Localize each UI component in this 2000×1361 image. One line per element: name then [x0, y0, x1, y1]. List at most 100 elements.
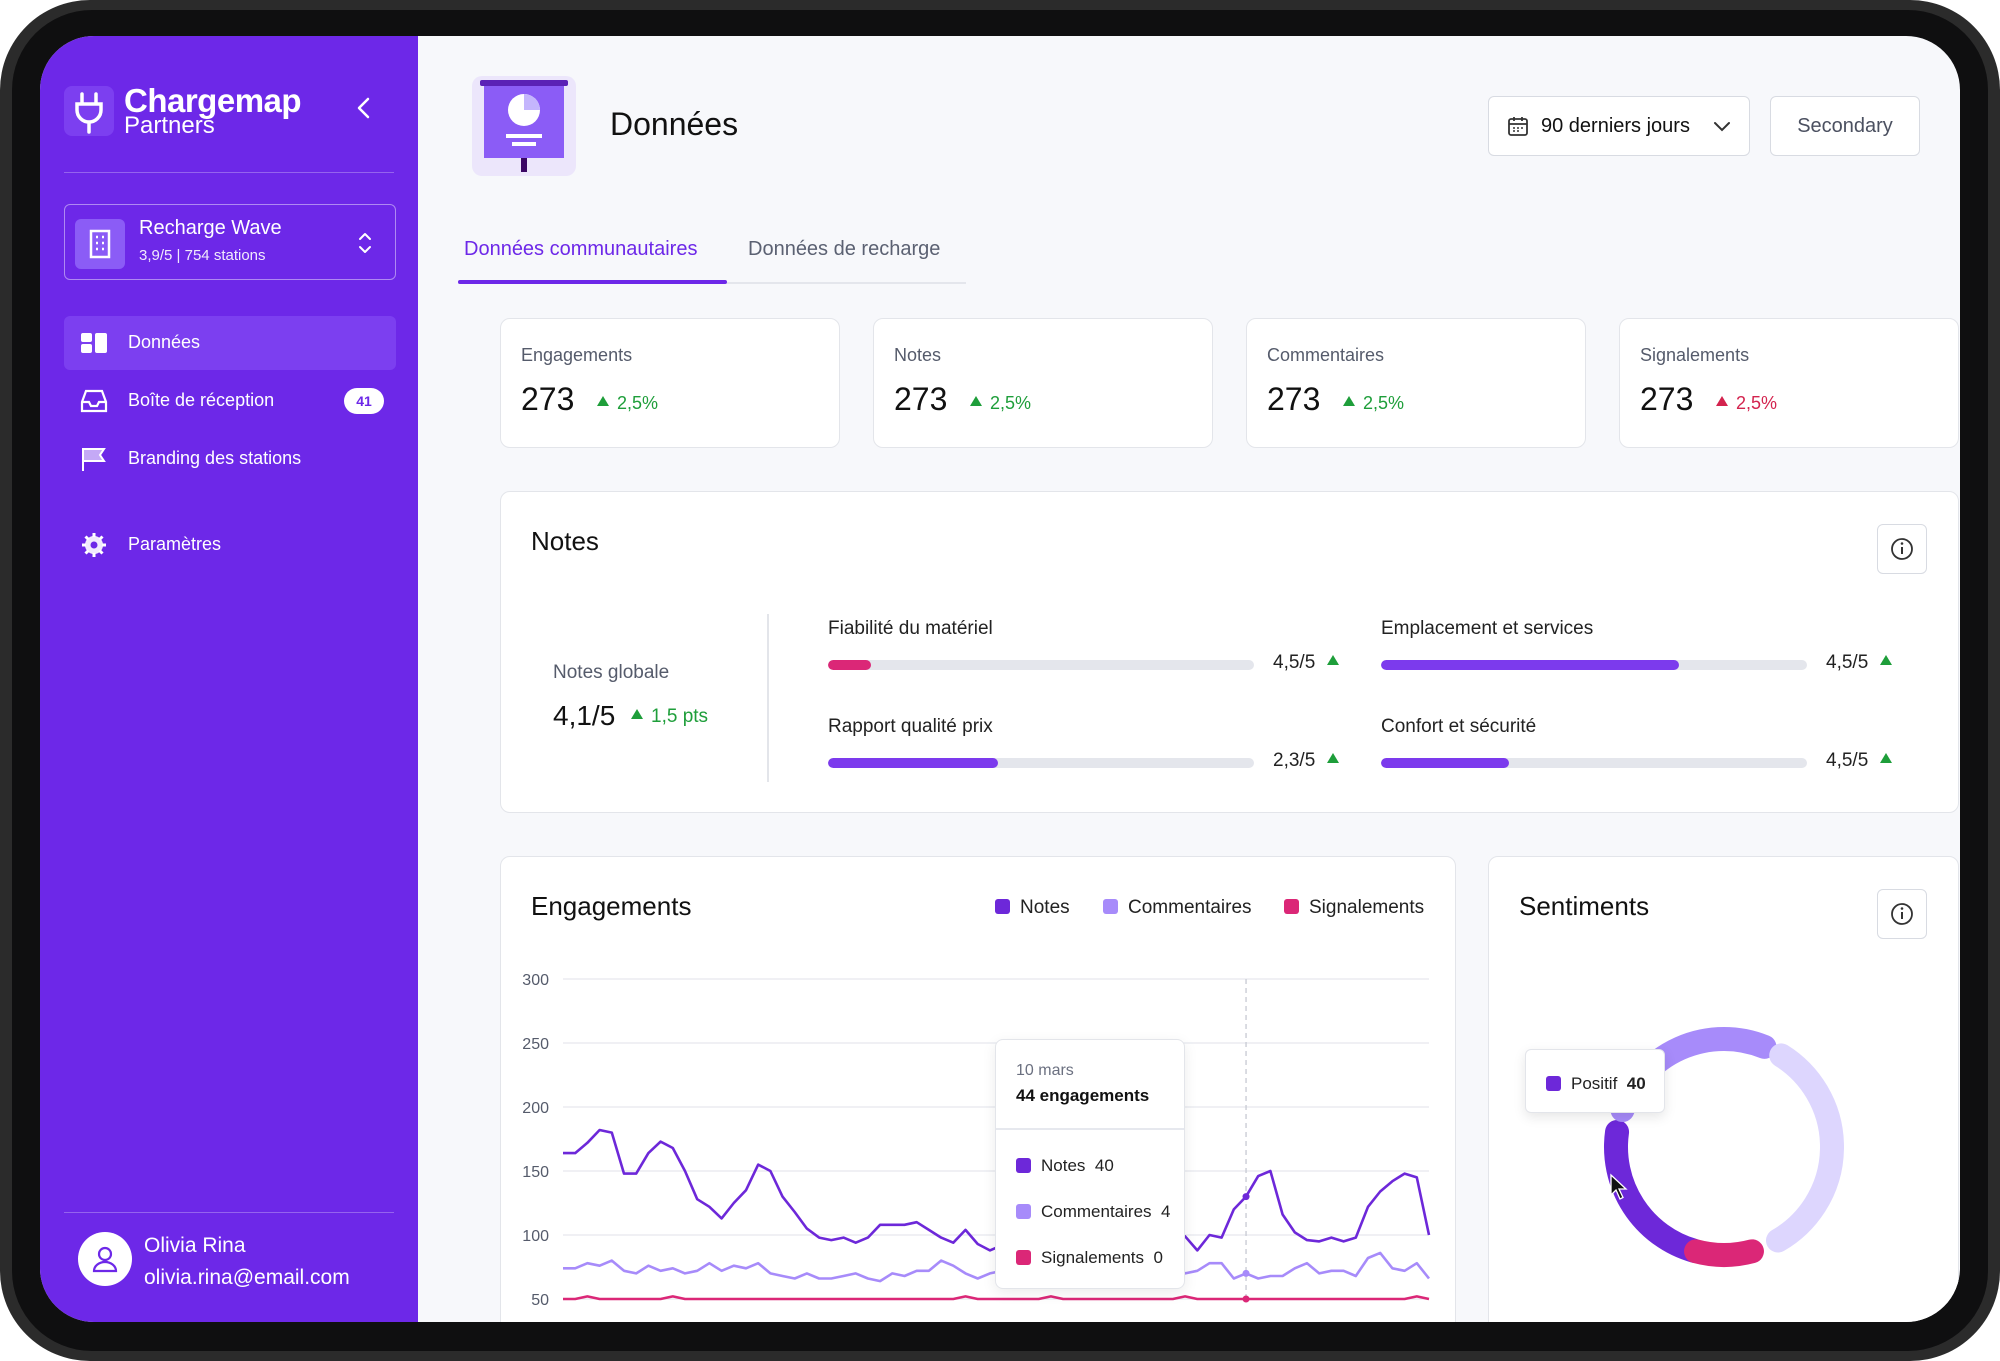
stat-label: Engagements	[521, 345, 633, 365]
notes-global-value: 4,1/5	[553, 700, 616, 731]
building-icon	[75, 219, 125, 269]
tooltip-row-value: 0	[1153, 1248, 1163, 1267]
legend-swatch	[1103, 899, 1118, 914]
legend-item-notes: Notes	[995, 897, 1070, 919]
stat-card-commentaires: Commentaires 273 2,5%	[1246, 318, 1586, 448]
stat-delta: 2,5%	[1343, 393, 1404, 414]
trend-up-icon	[1326, 753, 1339, 763]
notes-global-delta-value: 1,5 pts	[651, 706, 709, 727]
tooltip-row: Positif 40	[1546, 1074, 1646, 1094]
info-icon[interactable]	[1877, 524, 1927, 574]
sidebar-item-branding[interactable]: Branding des stations	[64, 432, 396, 486]
metric-bar-track	[1381, 758, 1807, 768]
brand-subtitle: Partners	[124, 112, 215, 139]
tooltip-row-notes: Notes 40	[1016, 1156, 1114, 1176]
metric-value-text: 4,5/5	[1273, 652, 1316, 673]
series-line-signalements	[563, 1295, 1430, 1301]
tooltip-row-value: 40	[1094, 1156, 1114, 1175]
donut-segment[interactable]	[1766, 1043, 1844, 1253]
y-tick-label: 150	[522, 1164, 549, 1181]
sentiments-card: Sentiments Positif 40	[1488, 856, 1959, 1322]
user-icon[interactable]	[78, 1232, 132, 1286]
legend-label: Commentaires	[1128, 897, 1252, 918]
stat-value: 273	[1267, 381, 1321, 417]
legend-swatch	[995, 899, 1010, 914]
metric-value-text: 2,3/5	[1273, 750, 1316, 771]
stat-delta-value: 2,5%	[1736, 393, 1778, 413]
metric-bar-track	[828, 660, 1254, 670]
stat-card-engagements: Engagements 273 2,5%	[500, 318, 840, 448]
tooltip-swatch	[1016, 1250, 1031, 1265]
calendar-icon	[1507, 115, 1529, 137]
stat-label: Commentaires	[1267, 345, 1385, 365]
engagements-card: Engagements Notes Commentaires Signaleme…	[500, 856, 1456, 1322]
date-range-select[interactable]: 90 derniers jours	[1488, 96, 1750, 156]
organization-stations: 754 stations	[184, 247, 266, 264]
stat-delta: 2,5%	[597, 393, 658, 414]
metric-bar-fill	[1381, 660, 1680, 670]
trend-up-icon	[1716, 396, 1728, 406]
notes-divider	[767, 614, 769, 782]
tooltip-row-label: Commentaires	[1041, 1202, 1152, 1221]
flag-icon	[80, 446, 108, 472]
chart-tooltip: 10 mars 44 engagements Notes 40 Commenta…	[995, 1039, 1185, 1289]
tab-donnees-de-recharge[interactable]: Données de recharge	[748, 238, 941, 260]
stat-value: 273	[521, 381, 575, 417]
stat-delta: 2,5%	[970, 393, 1031, 414]
secondary-button[interactable]: Secondary	[1770, 96, 1920, 156]
legend-item-signalements: Signalements	[1284, 897, 1424, 919]
donut-segment[interactable]	[1684, 1239, 1764, 1267]
inbox-icon	[80, 388, 108, 414]
info-icon[interactable]	[1877, 889, 1927, 939]
active-tab-indicator	[458, 280, 727, 284]
organization-switcher[interactable]: Recharge Wave 3,9/5 | 754 stations	[64, 204, 396, 280]
metric-bar-fill	[828, 660, 871, 670]
sidebar-item-parametres[interactable]: Paramètres	[64, 518, 396, 572]
tooltip-swatch	[1546, 1076, 1561, 1091]
brand-title: Chargemap	[124, 82, 302, 119]
chevron-down-icon	[1711, 117, 1733, 137]
metric-bar-track	[1381, 660, 1807, 670]
stat-delta: 2,5%	[1716, 393, 1777, 414]
stat-label: Signalements	[1640, 345, 1750, 365]
sidebar-divider	[64, 172, 394, 173]
organization-rating: 3,9/5	[139, 247, 173, 264]
sidebar-item-inbox[interactable]: Boîte de réception 41	[64, 374, 396, 428]
trend-up-icon	[1879, 655, 1892, 665]
hover-point	[1242, 1295, 1250, 1303]
metric-bar-fill	[1381, 758, 1509, 768]
card-title: Sentiments	[1519, 891, 1650, 921]
date-range-label: 90 derniers jours	[1541, 115, 1690, 137]
presentation-board-icon	[472, 76, 576, 176]
trend-up-icon	[970, 396, 982, 406]
sidebar-item-donnees[interactable]: Données	[64, 316, 396, 370]
tooltip-row-signalements: Signalements 0	[1016, 1248, 1163, 1268]
sidebar-item-label: Données	[128, 332, 201, 352]
chevrons-up-down-icon	[355, 229, 375, 257]
trend-up-icon	[1326, 655, 1339, 665]
trend-up-icon	[1343, 396, 1355, 406]
stat-card-notes: Notes 273 2,5%	[873, 318, 1213, 448]
y-tick-label: 200	[522, 1100, 549, 1117]
stat-delta-value: 2,5%	[1363, 393, 1405, 413]
tooltip-row-label: Signalements	[1041, 1248, 1145, 1267]
y-tick-label: 50	[531, 1292, 549, 1309]
tab-donnees-communautaires[interactable]: Données communautaires	[464, 238, 698, 260]
hover-point	[1242, 1269, 1250, 1277]
stat-card-signalements: Signalements 273 2,5%	[1619, 318, 1959, 448]
card-title: Engagements	[531, 891, 692, 921]
user-email: olivia.rina@email.com	[144, 1266, 350, 1289]
sidebar-item-label: Boîte de réception	[128, 390, 275, 410]
brand[interactable]: Chargemap Partners	[64, 82, 304, 142]
metric-value-text: 4,5/5	[1826, 750, 1869, 771]
cursor-icon	[1610, 1173, 1628, 1200]
sidebar-item-label: Paramètres	[128, 534, 222, 554]
user-name: Olivia Rina	[144, 1234, 246, 1257]
stat-delta-value: 2,5%	[617, 393, 659, 413]
tabs: Données communautaires Données de rechar…	[458, 224, 968, 284]
chevron-left-icon[interactable]	[350, 94, 378, 122]
donut-segment[interactable]	[1604, 1119, 1707, 1263]
gear-icon	[80, 532, 108, 558]
tooltip-row-label: Notes	[1041, 1156, 1086, 1175]
dashboard-icon	[80, 330, 108, 356]
